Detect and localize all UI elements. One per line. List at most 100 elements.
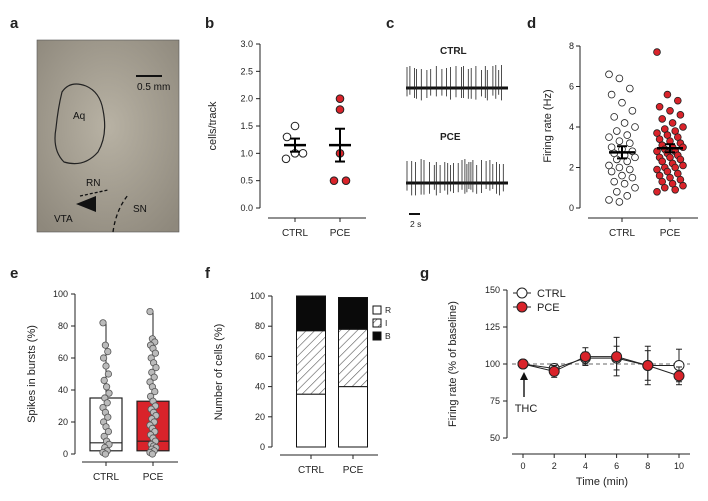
d-point-ctrl: [620, 179, 629, 188]
e-y-tick-label: 100: [53, 289, 68, 299]
d-point-ctrl: [605, 133, 613, 141]
g-legend-label: PCE: [537, 302, 560, 314]
e-y-tick-label: 0: [63, 449, 68, 459]
g-thc-arrowhead-icon: [520, 372, 528, 380]
g-legend-label: CTRL: [537, 288, 566, 300]
d-point-pce: [679, 123, 687, 131]
f-bar-segment-b: [338, 297, 368, 330]
g-legend-marker: [516, 301, 528, 313]
d-point-ctrl: [612, 188, 621, 196]
d-point-pce: [653, 48, 661, 56]
d-point-ctrl: [607, 167, 616, 176]
b-point-pce: [335, 105, 345, 114]
g-y-tick-label: 100: [485, 359, 500, 369]
trace-ctrl-label: CTRL: [440, 46, 467, 57]
time-scale-label: 2 s: [410, 219, 421, 229]
e-point-ctrl: [103, 399, 111, 407]
e-point-ctrl: [104, 370, 113, 378]
panel-d-chart: 0 2 4 6 8 Firing rate (Hz) CTRL PCE: [542, 41, 698, 239]
e-point-ctrl: [101, 450, 110, 458]
d-point-pce: [679, 181, 687, 190]
g-line-pce: [522, 356, 680, 377]
g-line-ctrl: [522, 357, 679, 369]
scale-bar-label: 0.5 mm: [137, 82, 170, 93]
d-point-ctrl: [631, 153, 639, 162]
f-y-axis-label: Number of cells (%): [213, 324, 225, 421]
d-point-pce: [668, 119, 677, 127]
f-legend-swatch: [372, 331, 382, 341]
e-point-ctrl: [101, 341, 110, 349]
e-x-category-label: CTRL: [93, 472, 120, 483]
g-x-tick-label: 8: [645, 461, 650, 471]
g-x-tick-label: 4: [583, 461, 588, 471]
b-point-pce: [329, 176, 339, 185]
d-point-ctrl: [605, 196, 613, 204]
panel-e-chart: 0 20 40 60 80 100 Spikes in bursts (%) CTRL PCE: [26, 289, 178, 483]
d-point-ctrl: [612, 155, 621, 164]
trace-ctrl: [406, 65, 508, 101]
d-x-category-label: CTRL: [609, 228, 636, 239]
b-point-ctrl: [282, 132, 292, 142]
g-x-tick-label: 2: [552, 461, 557, 471]
d-point-ctrl: [625, 84, 634, 93]
f-bar-segment-i: [296, 330, 326, 395]
d-x-category-label: PCE: [660, 228, 681, 239]
b-point-ctrl: [281, 154, 291, 164]
histology-image: 0.5 mm Aq RN VTA SN: [36, 39, 180, 233]
panel-label-b: b: [205, 15, 214, 32]
b-y-axis-label: cells/track: [207, 101, 219, 150]
b-y-tick-label: 2.5: [240, 66, 253, 76]
b-point-ctrl: [298, 149, 308, 158]
g-y-tick-label: 125: [485, 322, 500, 332]
d-point-pce: [655, 102, 664, 111]
f-x-category-label: PCE: [343, 465, 364, 476]
panel-f-chart: 0 20 40 60 80 100 Number of cells (%) CTRL PCE RI…: [213, 291, 391, 476]
e-y-tick-label: 20: [58, 417, 68, 427]
f-legend-label: B: [385, 331, 391, 341]
e-point-ctrl: [105, 389, 113, 397]
e-point-pce: [152, 363, 160, 372]
e-y-tick-label: 80: [58, 321, 68, 331]
g-x-tick-label: 10: [674, 461, 684, 471]
g-point-pce: [517, 358, 529, 370]
g-y-tick-label: 150: [485, 285, 500, 295]
f-legend-label: R: [385, 305, 391, 315]
label-sn: SN: [133, 204, 147, 215]
d-y-tick-label: 8: [569, 41, 574, 51]
d-point-pce: [679, 161, 687, 170]
panel-label-f: f: [205, 265, 211, 282]
g-y-tick-label: 50: [490, 433, 500, 443]
e-point-pce: [150, 373, 158, 381]
g-point-pce: [673, 370, 685, 382]
d-point-ctrl: [610, 177, 618, 186]
d-point-pce: [666, 107, 674, 115]
f-bar-segment-b: [296, 295, 326, 332]
f-y-tick-label: 20: [255, 412, 265, 422]
b-y-tick-label: 2.0: [240, 94, 253, 104]
d-point-ctrl: [628, 173, 637, 182]
d-point-ctrl: [625, 165, 634, 174]
g-thc-label: THC: [515, 403, 538, 415]
e-y-tick-label: 40: [58, 385, 68, 395]
g-point-pce: [548, 365, 560, 377]
d-point-ctrl: [623, 131, 631, 139]
f-y-tick-label: 60: [255, 351, 265, 361]
trace-pce: [406, 159, 508, 196]
f-y-tick-label: 100: [250, 291, 265, 301]
label-aq: Aq: [73, 111, 85, 122]
e-x-category-label: PCE: [143, 472, 164, 483]
b-y-tick-label: 1.5: [240, 121, 253, 131]
f-legend-swatch: [372, 305, 382, 315]
d-point-ctrl: [615, 74, 624, 83]
d-point-ctrl: [615, 163, 624, 172]
f-legend-label: I: [385, 318, 387, 328]
d-point-ctrl: [618, 171, 626, 180]
e-point-ctrl: [104, 347, 112, 356]
g-x-axis-label: Time (min): [576, 476, 628, 488]
panel-label-d: d: [527, 15, 536, 32]
label-vta: VTA: [54, 214, 73, 225]
e-point-ctrl: [103, 383, 111, 391]
g-point-pce: [642, 359, 654, 371]
